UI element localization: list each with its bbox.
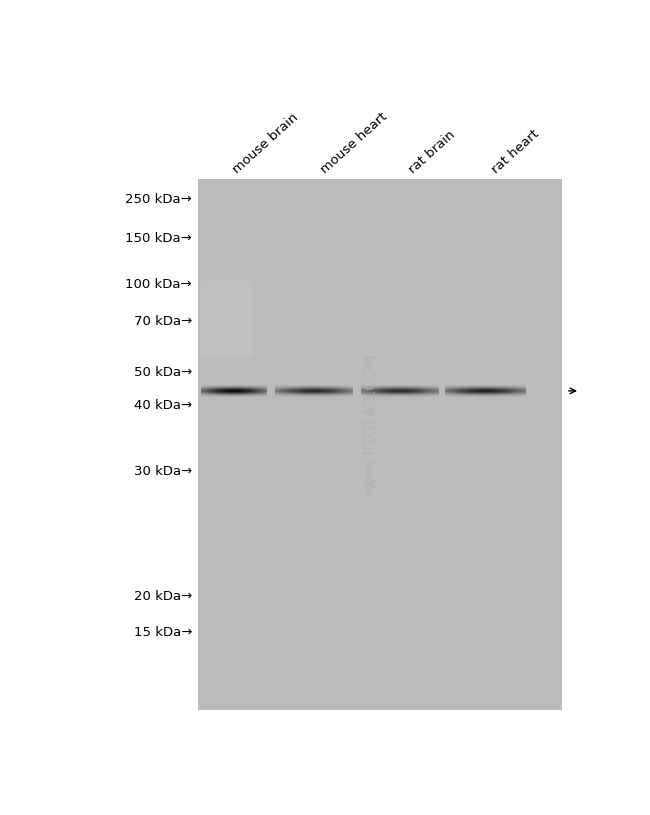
Text: 150 kDa→: 150 kDa→ — [125, 232, 192, 245]
Text: mouse heart: mouse heart — [318, 110, 389, 176]
Text: rat heart: rat heart — [489, 127, 541, 176]
Text: 50 kDa→: 50 kDa→ — [134, 366, 192, 378]
Bar — [198, 179, 562, 710]
Text: rat brain: rat brain — [406, 128, 458, 176]
FancyBboxPatch shape — [200, 280, 252, 359]
Text: 20 kDa→: 20 kDa→ — [134, 590, 192, 603]
Text: 250 kDa→: 250 kDa→ — [125, 193, 192, 206]
Text: 30 kDa→: 30 kDa→ — [134, 465, 192, 478]
Text: 70 kDa→: 70 kDa→ — [134, 315, 192, 328]
Text: 100 kDa→: 100 kDa→ — [125, 278, 192, 291]
Text: 40 kDa→: 40 kDa→ — [134, 399, 192, 412]
Text: 15 kDa→: 15 kDa→ — [134, 626, 192, 639]
Text: mouse brain: mouse brain — [230, 111, 300, 176]
Text: www.PTGLAB.COM: www.PTGLAB.COM — [363, 353, 378, 495]
